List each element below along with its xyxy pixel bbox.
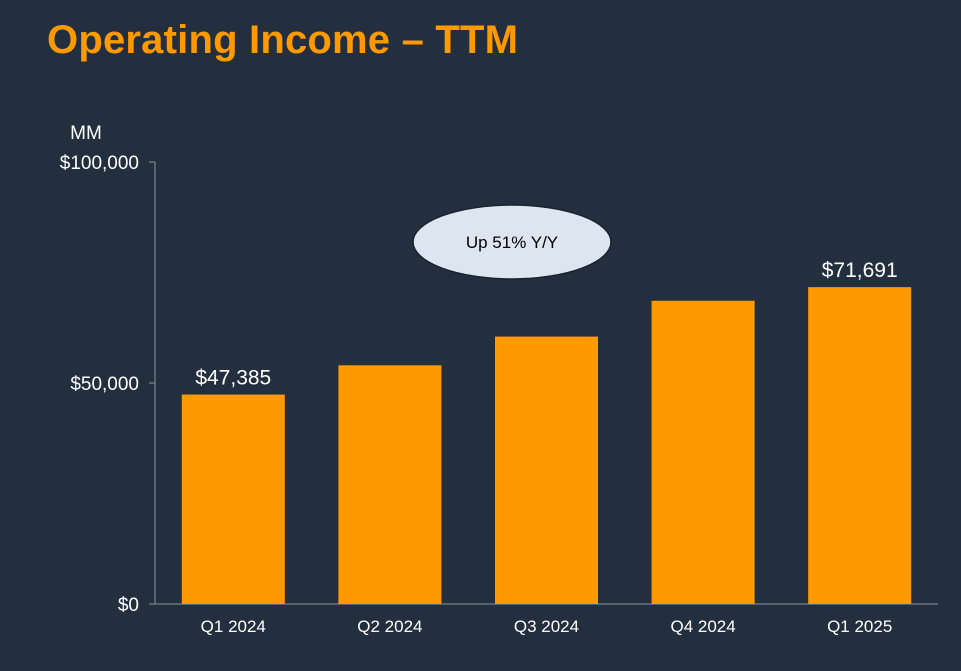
x-category-label: Q3 2024 <box>514 617 579 636</box>
y-tick-label: $100,000 <box>60 153 139 174</box>
y-tick-label: $0 <box>118 595 139 616</box>
x-category-label: Q1 2024 <box>201 617 266 636</box>
bar-value-label: $71,691 <box>822 259 898 282</box>
page-title: Operating Income – TTM <box>47 18 519 62</box>
bar-q1-2025 <box>808 287 912 604</box>
chart-tick-labels: $0 $50,000 $100,000 Q1 2024 Q2 2024 Q3 2024 Q4… <box>60 153 893 636</box>
growth-callout: Up 51% Y/Y <box>412 204 612 280</box>
bar-q2-2024 <box>338 365 442 604</box>
x-category-label: Q1 2025 <box>827 617 892 636</box>
callout-ellipse <box>412 204 612 280</box>
bar-value-label: $47,385 <box>195 367 271 390</box>
bar-q4-2024 <box>651 300 755 604</box>
chart-data-labels: $47,385 $71,691 <box>195 259 897 389</box>
x-category-label: Q4 2024 <box>670 617 735 636</box>
callout-text: Up 51% Y/Y <box>466 233 558 252</box>
y-tick-label: $50,000 <box>70 374 139 395</box>
bar-q1-2024 <box>181 394 285 604</box>
x-category-label: Q2 2024 <box>357 617 422 636</box>
chart-bars <box>181 287 912 604</box>
bar-q3-2024 <box>495 336 598 604</box>
y-axis-unit-label: MM <box>70 123 102 144</box>
